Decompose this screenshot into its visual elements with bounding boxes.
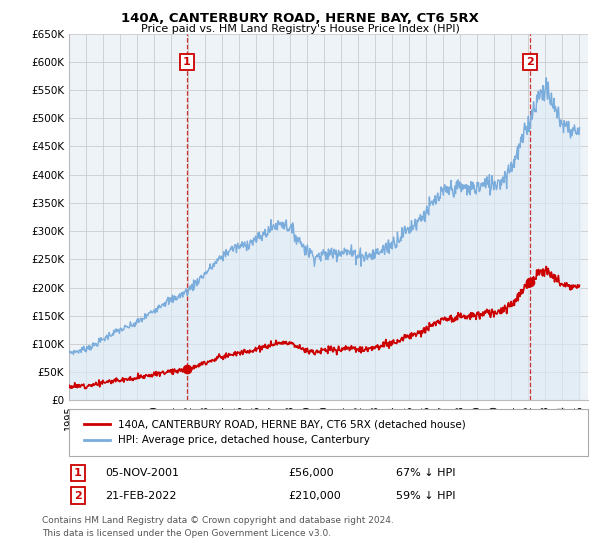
Text: 140A, CANTERBURY ROAD, HERNE BAY, CT6 5RX: 140A, CANTERBURY ROAD, HERNE BAY, CT6 5R… xyxy=(121,12,479,25)
Text: 2: 2 xyxy=(74,491,82,501)
Text: £56,000: £56,000 xyxy=(288,468,334,478)
FancyBboxPatch shape xyxy=(69,409,588,456)
Text: Contains HM Land Registry data © Crown copyright and database right 2024.: Contains HM Land Registry data © Crown c… xyxy=(42,516,394,525)
Text: 21-FEB-2022: 21-FEB-2022 xyxy=(105,491,176,501)
Text: This data is licensed under the Open Government Licence v3.0.: This data is licensed under the Open Gov… xyxy=(42,529,331,538)
Text: 67% ↓ HPI: 67% ↓ HPI xyxy=(396,468,455,478)
Legend: 140A, CANTERBURY ROAD, HERNE BAY, CT6 5RX (detached house), HPI: Average price, : 140A, CANTERBURY ROAD, HERNE BAY, CT6 5R… xyxy=(79,416,470,449)
Text: £210,000: £210,000 xyxy=(288,491,341,501)
Text: Price paid vs. HM Land Registry's House Price Index (HPI): Price paid vs. HM Land Registry's House … xyxy=(140,24,460,34)
Text: 1: 1 xyxy=(183,57,191,67)
Text: 05-NOV-2001: 05-NOV-2001 xyxy=(105,468,179,478)
Text: 2: 2 xyxy=(527,57,535,67)
Text: 1: 1 xyxy=(74,468,82,478)
Text: 59% ↓ HPI: 59% ↓ HPI xyxy=(396,491,455,501)
